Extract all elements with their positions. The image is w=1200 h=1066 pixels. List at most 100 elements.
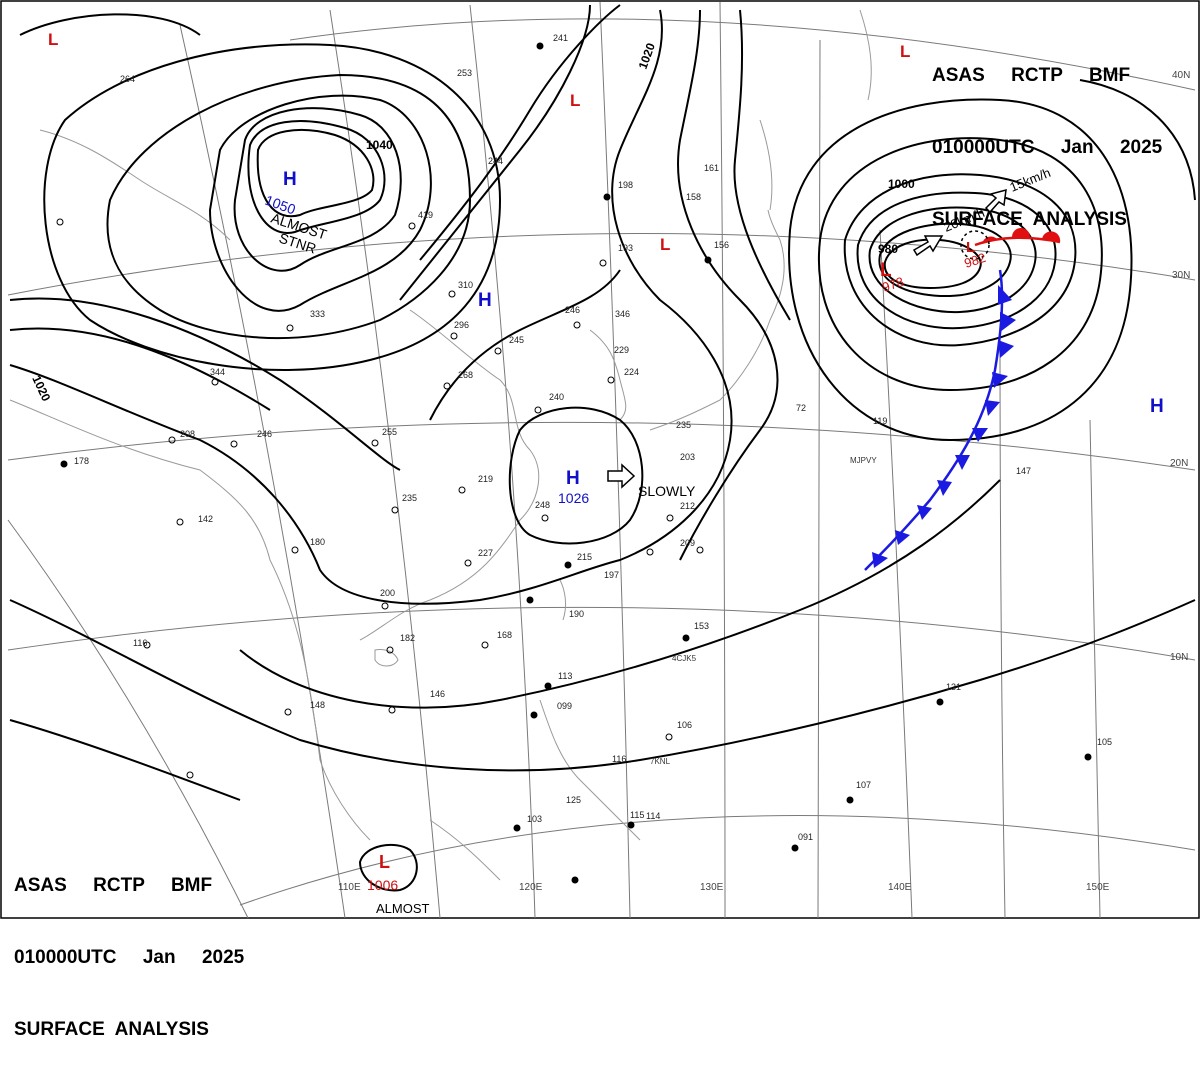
meridian-145e <box>999 329 1006 919</box>
cold-front-pip <box>872 552 888 568</box>
arrow-northeast-icon <box>912 235 944 257</box>
station-pressure-value: 255 <box>382 427 397 437</box>
longitude-label: 140E <box>888 882 912 893</box>
header-line-station: ASAS RCTP BMF <box>14 875 213 896</box>
header-line-time: 010000UTC Jan 2025 <box>14 947 245 968</box>
motion-arrows <box>607 188 1007 489</box>
station-marker <box>408 222 416 230</box>
isobar-east-china <box>677 9 779 561</box>
station-pressure-value: 116 <box>612 754 626 764</box>
station-pressure-value: 153 <box>694 621 709 631</box>
cold-front-pip <box>972 428 988 442</box>
station-marker <box>371 439 379 447</box>
station-pressure-value: 244 <box>488 156 503 166</box>
station-pressure-value: 156 <box>714 240 729 250</box>
isobar-china-2 <box>399 4 591 301</box>
station-marker <box>443 382 451 390</box>
coast-japan <box>649 209 785 431</box>
meridian-130e <box>719 1 726 919</box>
station-marker <box>168 436 176 444</box>
isobar-low-outer-2 <box>788 98 1133 442</box>
cold-front <box>864 269 1016 571</box>
station-pressure-value: 208 <box>180 429 195 439</box>
cold-front-pip <box>998 285 1012 305</box>
station-marker <box>230 440 238 448</box>
warm-front-bump <box>1042 231 1061 242</box>
cold-front-pip <box>998 340 1014 358</box>
station-marker <box>386 646 394 654</box>
pressure-centers: H 1050 ALMOST STNR H 1026 SLOWLY H H L 9… <box>48 30 1164 916</box>
station-pressure-value: 224 <box>624 367 639 377</box>
station-pressure-value: 114 <box>646 811 660 821</box>
isobar-label: 1000 <box>888 177 915 191</box>
station-pressure-value: 131 <box>946 682 961 692</box>
high-center-value: 1026 <box>558 490 589 506</box>
meridian-110e <box>179 24 346 919</box>
station-markers <box>56 42 1092 884</box>
station-pressure-value: 229 <box>614 345 629 355</box>
ship-id: MJPVY <box>850 456 877 465</box>
station-pressure-value: 107 <box>856 780 871 790</box>
map-frame <box>0 0 1200 919</box>
arrow-east-icon <box>607 463 636 489</box>
parallel-30n <box>7 233 1196 296</box>
station-pressure-value: 197 <box>604 570 619 580</box>
station-marker <box>682 634 690 642</box>
station-pressure-value: 198 <box>618 180 633 190</box>
station-pressure-value: 193 <box>618 243 633 253</box>
isobar-mid-1 <box>9 297 401 471</box>
isobar-siberia-inner-1 <box>256 129 375 218</box>
station-pressure-value: 419 <box>418 210 433 220</box>
high-center-note: SLOWLY <box>638 483 696 499</box>
longitude-label: 130E <box>700 882 724 893</box>
cold-front-pip <box>937 480 952 496</box>
coast-korea <box>589 329 627 421</box>
station-marker <box>458 486 466 494</box>
station-pressure-value: 245 <box>509 335 524 345</box>
station-marker <box>530 711 538 719</box>
low-center-note: ALMOST <box>376 901 430 916</box>
meridian-135e <box>817 39 821 919</box>
station-pressure-value: 72 <box>796 403 806 413</box>
station-marker <box>571 876 579 884</box>
isobar-1026 <box>508 406 644 545</box>
station-pressure-value: 200 <box>380 588 395 598</box>
header-line-title: SURFACE ANALYSIS <box>932 209 1127 230</box>
station-pressure-value: 333 <box>310 309 325 319</box>
isobars <box>9 4 1196 892</box>
station-marker <box>464 559 472 567</box>
cold-front-pip <box>917 505 932 520</box>
station-marker <box>291 546 299 554</box>
axis-labels: 40N 30N 20N 10N 110E 120E 130E 140E 150E <box>338 70 1190 893</box>
station-pressure-value: 253 <box>457 68 472 78</box>
isobar-south-1 <box>239 479 1001 709</box>
station-marker <box>448 290 456 298</box>
station-marker <box>646 548 654 556</box>
station-pressure-value: 099 <box>557 701 572 711</box>
station-pressure-value: 240 <box>549 392 564 402</box>
low-center-symbol: L <box>880 260 892 281</box>
low-center-symbol: L <box>570 91 580 110</box>
parallel-0n <box>239 815 1196 906</box>
high-center-symbol: H <box>478 290 492 311</box>
isobar-siberia-1 <box>19 13 201 36</box>
high-center-symbol: H <box>283 169 297 190</box>
map-header-bottom: ASAS RCTP BMF 010000UTC Jan 2025 SURFACE… <box>14 826 244 1066</box>
station-marker <box>494 347 502 355</box>
station-pressure-value: 168 <box>497 630 512 640</box>
map-header-top: ASAS RCTP BMF 010000UTC Jan 2025 SURFACE… <box>932 16 1162 256</box>
station-pressure-value: 264 <box>120 74 135 84</box>
warm-front-bump <box>1012 228 1030 237</box>
station-pressure-value: 344 <box>210 367 225 377</box>
station-pressure-value: 246 <box>257 429 272 439</box>
station-pressure-value: 268 <box>458 370 473 380</box>
parallel-10n <box>7 606 1196 661</box>
header-line-time: 010000UTC Jan 2025 <box>932 137 1163 158</box>
station-marker <box>936 698 944 706</box>
arrow-northeast-icon <box>984 188 1007 214</box>
station-marker <box>666 514 674 522</box>
station-pressure-value: 106 <box>677 720 692 730</box>
station-pressure-value: 310 <box>458 280 473 290</box>
coast-borneo <box>429 819 501 881</box>
station-marker <box>544 682 552 690</box>
